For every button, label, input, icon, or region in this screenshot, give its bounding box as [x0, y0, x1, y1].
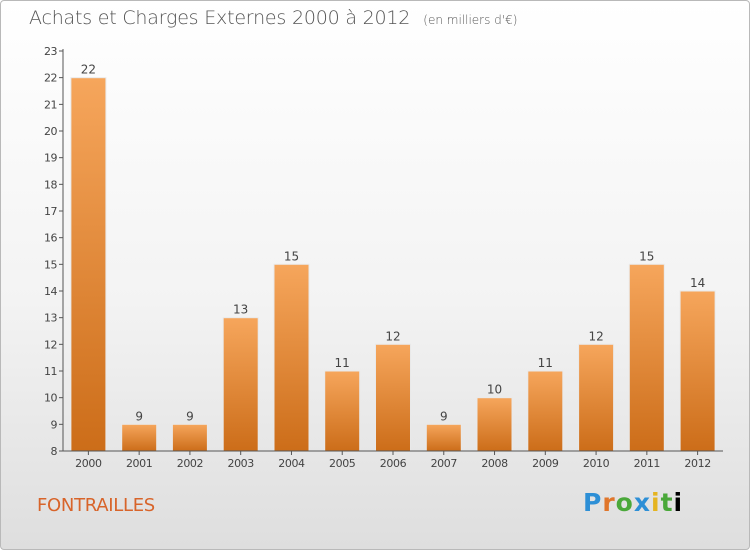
bar-2005: [324, 370, 361, 452]
x-tick-label: 2006: [380, 457, 407, 470]
bar-2004: [273, 263, 310, 452]
x-tick-label: 2001: [126, 457, 152, 470]
y-tick-label: 21: [44, 98, 57, 111]
x-tick-label: 2004: [278, 457, 305, 470]
bar-2010: [578, 343, 615, 452]
data-label-2012: 14: [690, 276, 705, 290]
y-tick-label: 14: [44, 285, 57, 298]
data-label-2002: 9: [186, 409, 194, 423]
x-tick-label: 2005: [329, 457, 356, 470]
x-tick-label: 2008: [481, 457, 508, 470]
y-tick-label: 18: [44, 178, 57, 191]
x-tick-label: 2009: [532, 457, 559, 470]
y-tick-label: 15: [44, 258, 57, 271]
bar-2012: [679, 290, 716, 452]
brand-letter: i: [651, 488, 661, 517]
y-tick-label: 11: [44, 365, 57, 378]
data-label-2005: 11: [335, 356, 350, 370]
bar-2011: [628, 263, 665, 452]
bar-2003: [222, 317, 259, 452]
y-tick-label: 9: [51, 418, 58, 431]
bars-layer: 22 9 9 13 15 11 12 9 10 11 12 15 14: [70, 63, 716, 452]
chart-title: Achats et Charges Externes 2000 à 2012: [29, 7, 411, 29]
y-tick-label: 20: [44, 125, 57, 138]
y-tick-label: 16: [44, 232, 57, 245]
x-tick-label: 2007: [431, 457, 458, 470]
y-tick-label: 13: [44, 312, 57, 325]
y-tick-label: 19: [44, 152, 57, 165]
y-tick-label: 12: [44, 338, 57, 351]
brand-letter: P: [583, 488, 603, 517]
bar-2007: [425, 423, 462, 452]
x-tick-label: 2003: [227, 457, 254, 470]
data-label-2006: 12: [385, 329, 400, 343]
y-tick-label: 10: [44, 392, 57, 405]
bar-2002: [171, 423, 208, 452]
bar-2008: [476, 397, 513, 452]
bar-2001: [121, 423, 158, 452]
x-tick-label: 2012: [684, 457, 710, 470]
proxiti-logo: Proxiti: [583, 488, 683, 517]
brand-letter: t: [660, 488, 674, 517]
data-label-2011: 15: [639, 249, 654, 263]
y-tick-label: 17: [44, 205, 57, 218]
y-tick-label: 8: [51, 445, 58, 458]
brand-letter: x: [633, 488, 651, 517]
data-label-2003: 13: [233, 303, 248, 317]
bar-2009: [527, 370, 564, 452]
axis-layer: 8 9 10 11 12 13 14 15 16 17 18 19 20 21 22 23 2000 2001 20…: [44, 45, 723, 470]
brand-letter: i: [673, 488, 684, 517]
y-tick-label: 23: [44, 45, 57, 58]
data-label-2004: 15: [284, 249, 299, 263]
x-tick-label: 2000: [75, 457, 102, 470]
brand-letter: r: [602, 488, 616, 517]
bar-2006: [375, 343, 411, 452]
bar-2000: [70, 77, 107, 452]
data-label-2000: 22: [81, 63, 96, 77]
x-tick-label: 2002: [177, 457, 203, 470]
chart-unit: (en milliers d'€): [423, 13, 518, 27]
chart-title-block: Achats et Charges Externes 2000 à 2012 (…: [29, 7, 517, 29]
data-label-2010: 12: [588, 329, 603, 343]
data-label-2001: 9: [135, 409, 143, 423]
data-label-2009: 11: [538, 356, 553, 370]
brand-letter: o: [615, 488, 634, 517]
x-tick-label: 2010: [583, 457, 610, 470]
x-tick-label: 2011: [634, 457, 660, 470]
y-tick-label: 22: [44, 72, 57, 85]
commune-name: FONTRAILLES: [37, 495, 155, 516]
data-label-2007: 9: [440, 409, 448, 423]
data-label-2008: 10: [487, 383, 502, 397]
